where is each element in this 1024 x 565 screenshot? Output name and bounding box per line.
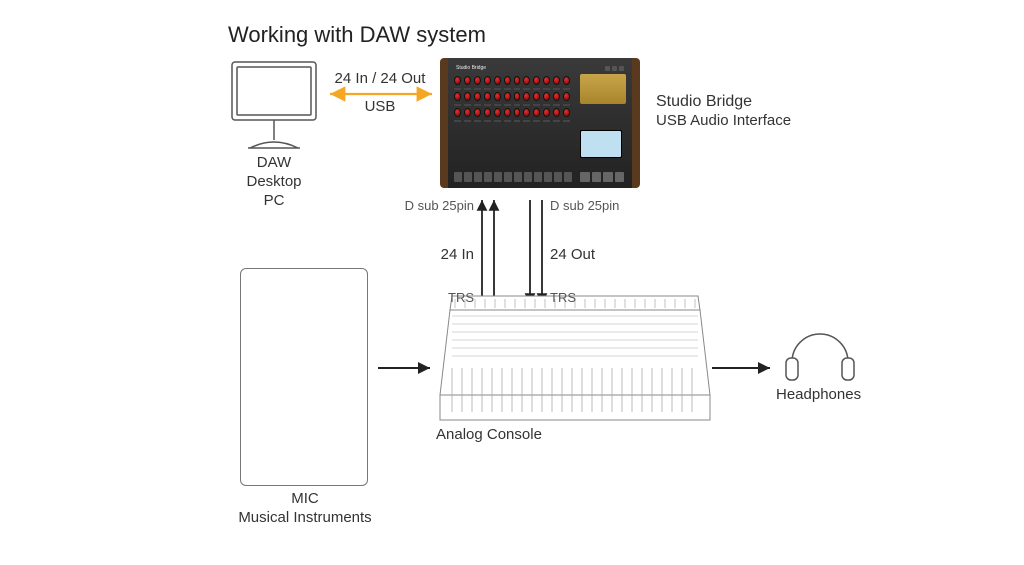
dsub-left-label: D sub 25pin [388, 198, 474, 214]
instruments-box [240, 268, 368, 486]
io-in-label: 24 In [426, 246, 474, 265]
headphones-icon [786, 334, 854, 380]
instruments-label-line1: MIC [291, 490, 319, 507]
device-brand: Studio Bridge [456, 65, 486, 71]
instruments-label-line2: Musical Instruments [238, 509, 371, 526]
trs-left-label: TRS [438, 290, 474, 306]
instruments-label: MIC Musical Instruments [232, 490, 378, 528]
diagram-title: Working with DAW system [228, 22, 486, 48]
pc-icon [232, 62, 316, 148]
device-desc: USB Audio Interface [656, 112, 791, 129]
studio-bridge-device: Studio Bridge [440, 58, 640, 188]
pc-label: DAW Desktop PC [238, 154, 310, 210]
console-icon [440, 296, 710, 420]
usb-bottom-label: USB [330, 98, 430, 117]
usb-top-label: 24 In / 24 Out [330, 70, 430, 89]
headphones-label: Headphones [776, 386, 876, 405]
io-out-label: 24 Out [550, 246, 604, 265]
trs-right-label: TRS [550, 290, 586, 306]
pc-label-line1: DAW [257, 154, 291, 171]
pc-label-line2: Desktop PC [246, 173, 301, 209]
console-label: Analog Console [436, 426, 576, 445]
device-name-label: Studio Bridge USB Audio Interface [656, 92, 836, 131]
dsub-right-label: D sub 25pin [550, 198, 636, 214]
device-name: Studio Bridge [656, 93, 752, 110]
